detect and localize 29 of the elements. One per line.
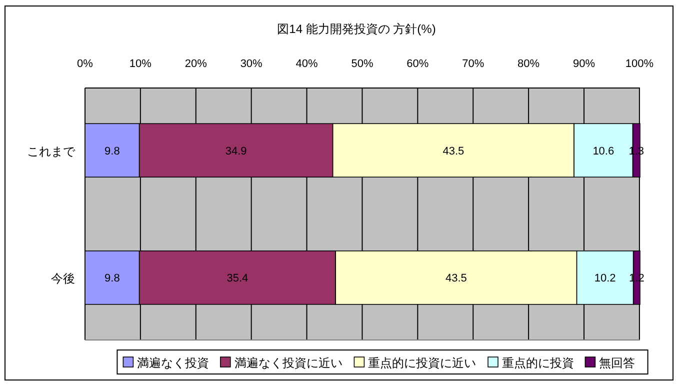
legend-label: 重点的に投資 [502, 356, 574, 370]
legend-label: 重点的に投資に近い [368, 356, 476, 370]
data-label: 35.4 [226, 272, 248, 285]
data-label: 43.5 [442, 145, 464, 158]
x-tick-label: 20% [184, 58, 208, 70]
x-tick-label: 60% [406, 58, 429, 70]
x-tick-label: 30% [240, 58, 263, 70]
legend-label: 満遍なく投資に近い [234, 356, 342, 370]
x-tick-label: 50% [351, 58, 374, 70]
x-tick-label: 80% [518, 58, 540, 70]
x-tick-label: 70% [462, 58, 484, 70]
x-tick-label: 10% [129, 58, 152, 70]
data-label: 43.5 [445, 272, 467, 285]
data-label: 1.2 [629, 272, 644, 285]
legend-label: 満遍なく投資 [137, 356, 210, 370]
y-tick-label: 今後 [51, 272, 75, 286]
data-label: 34.9 [225, 145, 247, 158]
data-label: 1.3 [628, 145, 644, 158]
legend-label: 無回答 [599, 356, 636, 370]
x-tick-label: 100% [625, 58, 654, 70]
x-tick-label: 90% [572, 58, 596, 70]
data-label: 10.6 [592, 145, 614, 158]
data-label: 9.8 [104, 145, 120, 158]
data-label: 10.2 [594, 272, 616, 285]
chart-title: 図14 能力開発投資の 方針(%) [277, 22, 436, 36]
x-tick-label: 0% [77, 58, 94, 70]
y-tick-label: これまで [27, 144, 76, 158]
data-label: 9.8 [104, 272, 120, 285]
x-tick-label: 40% [296, 58, 318, 70]
